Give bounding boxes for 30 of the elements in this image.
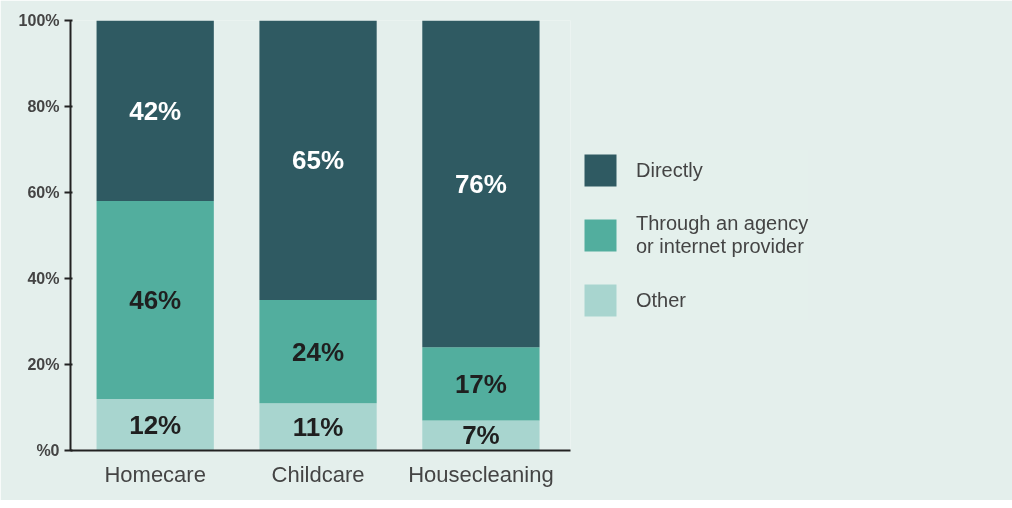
legend-label: Other (636, 288, 687, 312)
y-tick-label: 80% (27, 98, 60, 115)
data-label: 11% (292, 411, 344, 442)
data-label: 42% (129, 95, 182, 126)
bar (259, 20, 377, 300)
bar (96, 201, 214, 399)
x-tick-label: Childcare (271, 461, 365, 487)
legend-label: Directly (636, 158, 703, 182)
data-label: 65% (292, 145, 345, 176)
x-tick-label: Homecare (104, 461, 206, 487)
y-tick-label: %0 (36, 442, 60, 459)
bar (422, 20, 540, 348)
y-tick-label: 100% (18, 12, 60, 29)
bar (259, 403, 377, 451)
y-tick-label: 20% (27, 356, 60, 373)
data-label: 17% (454, 368, 507, 399)
bar (96, 398, 214, 451)
bar (422, 420, 540, 451)
bar (96, 20, 214, 202)
data-label: 76% (454, 168, 507, 199)
bar (259, 300, 377, 404)
y-tick-label: 40% (27, 270, 60, 287)
bar (422, 347, 540, 421)
y-tick-label: 60% (27, 184, 60, 201)
data-label: 7% (462, 420, 500, 451)
data-label: 46% (129, 285, 182, 315)
x-tick-label: Housecleaning (408, 461, 554, 487)
data-label: 12% (129, 409, 182, 440)
legend-label: Through an agency or internet provider (636, 212, 809, 258)
data-label: 24% (292, 336, 345, 367)
